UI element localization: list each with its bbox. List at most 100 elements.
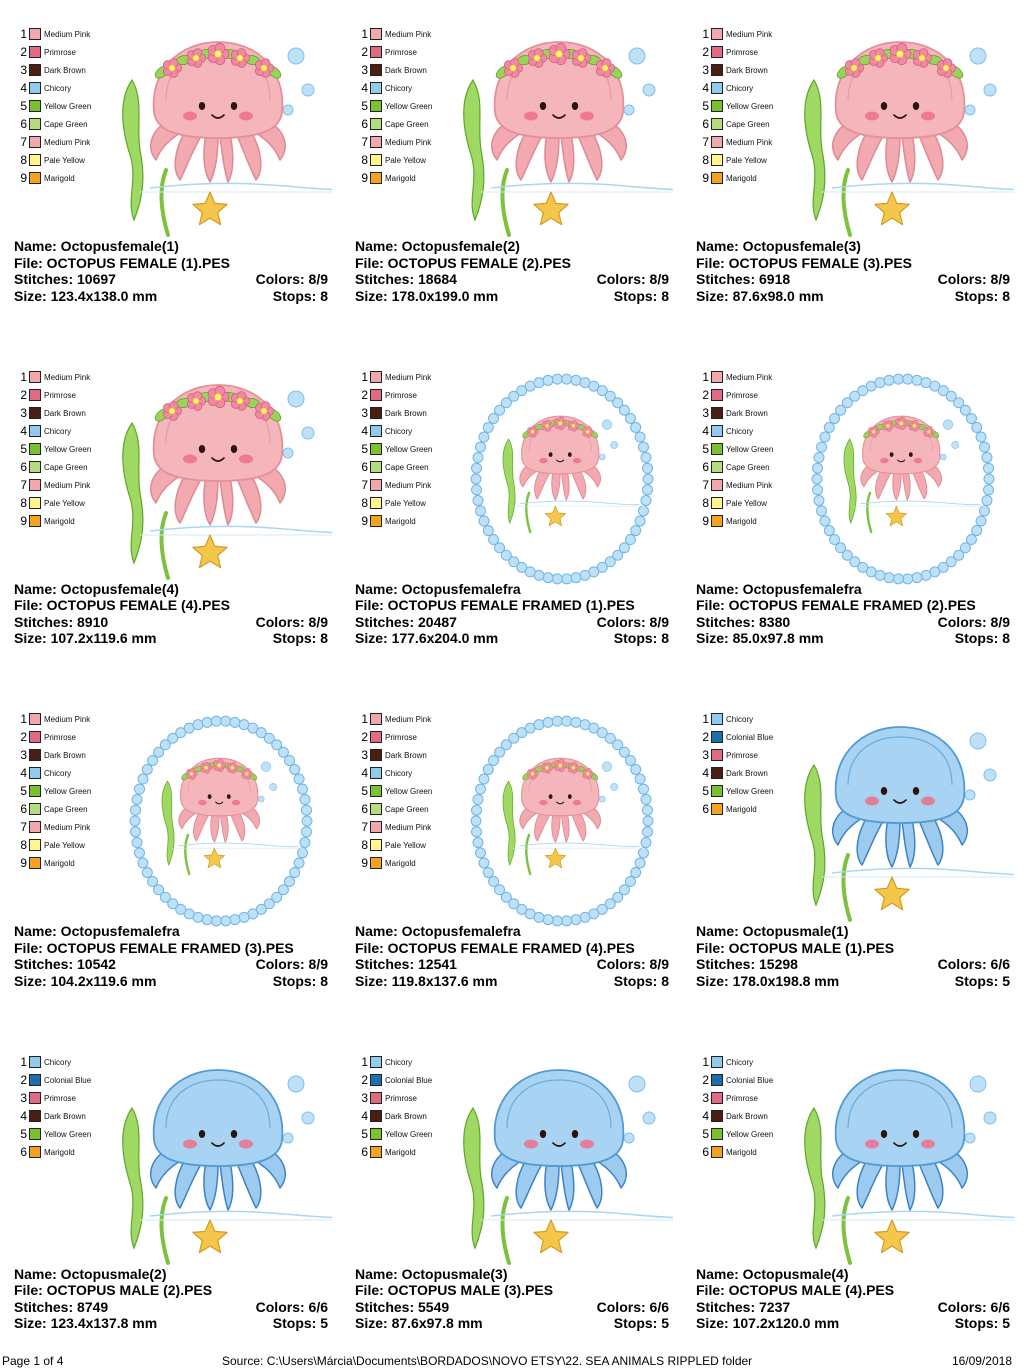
thread-color-swatch [370, 118, 382, 130]
thread-color-swatch [711, 749, 723, 761]
color-stop-number: 2 [361, 45, 368, 59]
flower-crown-flower [527, 425, 539, 438]
embroidery-preview [811, 373, 995, 584]
color-stop-number: 8 [20, 153, 27, 167]
flower-crown-flower [869, 48, 888, 68]
source-path: Source: C:\Users\Márcia\Documents\BORDAD… [222, 1354, 753, 1368]
color-legend-row: 5 Yellow Green [15, 98, 125, 116]
color-count: Colors: 8/9 [596, 271, 669, 287]
design-size: Size: 87.6x97.8 mm [355, 1315, 483, 1331]
page-number: Page 1 of 4 [2, 1354, 64, 1368]
starfish-icon [874, 876, 910, 911]
thread-color-swatch [29, 1145, 41, 1158]
thread-color-name: Cape Green [385, 120, 429, 129]
starfish-icon [533, 1218, 569, 1253]
color-count: Colors: 8/9 [596, 613, 669, 630]
flower-crown-flower [187, 48, 206, 68]
color-legend-row: 4 Chicory [356, 423, 466, 441]
color-legend-row: 7 Medium Pink [356, 477, 466, 495]
thread-color-name: Primrose [385, 390, 418, 400]
starfish-icon [544, 505, 567, 526]
octopus-face [524, 1129, 594, 1148]
octopus-tentacles [150, 461, 286, 526]
thread-color-swatch [370, 1091, 382, 1104]
octopus-face [183, 1129, 253, 1148]
thread-color-name: Pale Yellow [44, 841, 85, 850]
info-line: Name: Octopusfemale(1) [14, 238, 328, 255]
thread-color-swatch [711, 118, 723, 130]
design-file: File: OCTOPUS FEMALE (4).PES [14, 597, 230, 613]
thread-color-name: Dark Brown [726, 769, 768, 778]
thread-color-name: Primrose [726, 390, 759, 400]
bubble-frame [470, 373, 654, 584]
thread-color-name: Dark Brown [44, 66, 86, 75]
octopus-tentacles [150, 1146, 286, 1211]
flower-crown-flower [207, 385, 230, 408]
thread-color-name: Medium Pink [385, 138, 432, 147]
bubbles-icon [623, 47, 656, 116]
color-legend-row: 3 Dark Brown [356, 405, 466, 423]
thread-color-name: Pale Yellow [385, 498, 426, 508]
seaweed-icon [161, 780, 175, 866]
thread-color-swatch [370, 46, 382, 58]
thread-color-name: Marigold [726, 1147, 757, 1157]
info-line: Name: Octopusfemalefra [696, 581, 1010, 598]
design-info: Name: Octopusfemale(4) File: OCTOPUS FEMA… [14, 581, 328, 647]
color-stop-number: 6 [702, 459, 709, 474]
color-stop-number: 5 [702, 441, 709, 456]
thread-color-swatch [370, 803, 382, 815]
thread-color-name: Medium Pink [385, 823, 432, 832]
flower-crown [522, 758, 599, 781]
thread-color-name: Primrose [385, 48, 418, 57]
thread-color-name: Chicory [44, 426, 72, 436]
thread-color-swatch [29, 100, 41, 112]
stitch-count: Stitches: 8749 [14, 1298, 109, 1315]
color-legend: 1 Medium Pink 2 Primrose 3 Dark Brown 4 Chicory… [15, 711, 125, 873]
thread-color-swatch [711, 1073, 723, 1086]
octopus-face [539, 451, 582, 463]
color-stop-number: 4 [702, 423, 709, 438]
info-line: Size: 87.6x97.8 mm Stops: 5 [355, 1315, 669, 1332]
info-line: File: OCTOPUS FEMALE (3).PES [696, 255, 1010, 272]
thread-color-swatch [370, 82, 382, 94]
thread-color-name: Chicory [726, 84, 754, 93]
info-line: Stitches: 15298 Colors: 6/6 [696, 956, 1010, 973]
thread-color-name: Yellow Green [44, 444, 92, 454]
color-legend-row: 1 Medium Pink [15, 26, 125, 44]
stop-count: Stops: 5 [613, 1315, 669, 1331]
color-legend-row: 1 Chicory [697, 711, 807, 729]
thread-color-swatch [370, 1109, 382, 1122]
thread-color-swatch [29, 388, 41, 401]
thread-color-name: Primrose [44, 48, 77, 57]
thread-color-swatch [29, 713, 41, 725]
info-line: Stitches: 12541 Colors: 8/9 [355, 956, 669, 973]
starfish-icon [544, 847, 567, 869]
bubbles-icon [623, 1075, 656, 1143]
color-legend: 1 Chicory 2 Colonial Blue 3 Primrose 4 Dark Bro… [15, 1054, 125, 1162]
flower-crown-flower [937, 58, 956, 78]
info-line: Size: 107.2x119.6 mm Stops: 8 [14, 630, 328, 647]
design-card: 1 Medium Pink 2 Primrose 3 Dark Brown 4 Chicory… [0, 343, 341, 685]
stop-count: Stops: 8 [272, 287, 328, 304]
thread-color-swatch [29, 118, 41, 130]
seaweed-icon [804, 763, 826, 907]
color-legend-row: 8 Pale Yellow [356, 152, 466, 170]
design-info: Name: Octopusfemalefra File: OCTOPUS FEMA… [355, 923, 669, 989]
thread-color-swatch [711, 172, 723, 184]
starfish-icon [533, 191, 569, 226]
thread-color-name: Marigold [44, 859, 75, 868]
flower-crown-flower [582, 425, 594, 438]
color-legend-row: 4 Chicory [356, 80, 466, 98]
thread-color-swatch [370, 1145, 382, 1158]
color-stop-number: 3 [20, 63, 27, 77]
thread-color-name: Medium Pink [726, 372, 773, 382]
flower-crown-flower [163, 400, 182, 421]
flower-crown-flower [923, 425, 935, 438]
color-stop-number: 1 [702, 27, 709, 41]
color-stop-number: 3 [361, 405, 368, 420]
color-legend-row: 3 Primrose [697, 1090, 807, 1108]
stitch-count: Stitches: 6918 [696, 271, 791, 287]
thread-color-name: Medium Pink [44, 138, 91, 147]
color-legend-row: 7 Medium Pink [15, 134, 125, 152]
color-legend-row: 7 Medium Pink [697, 134, 807, 152]
